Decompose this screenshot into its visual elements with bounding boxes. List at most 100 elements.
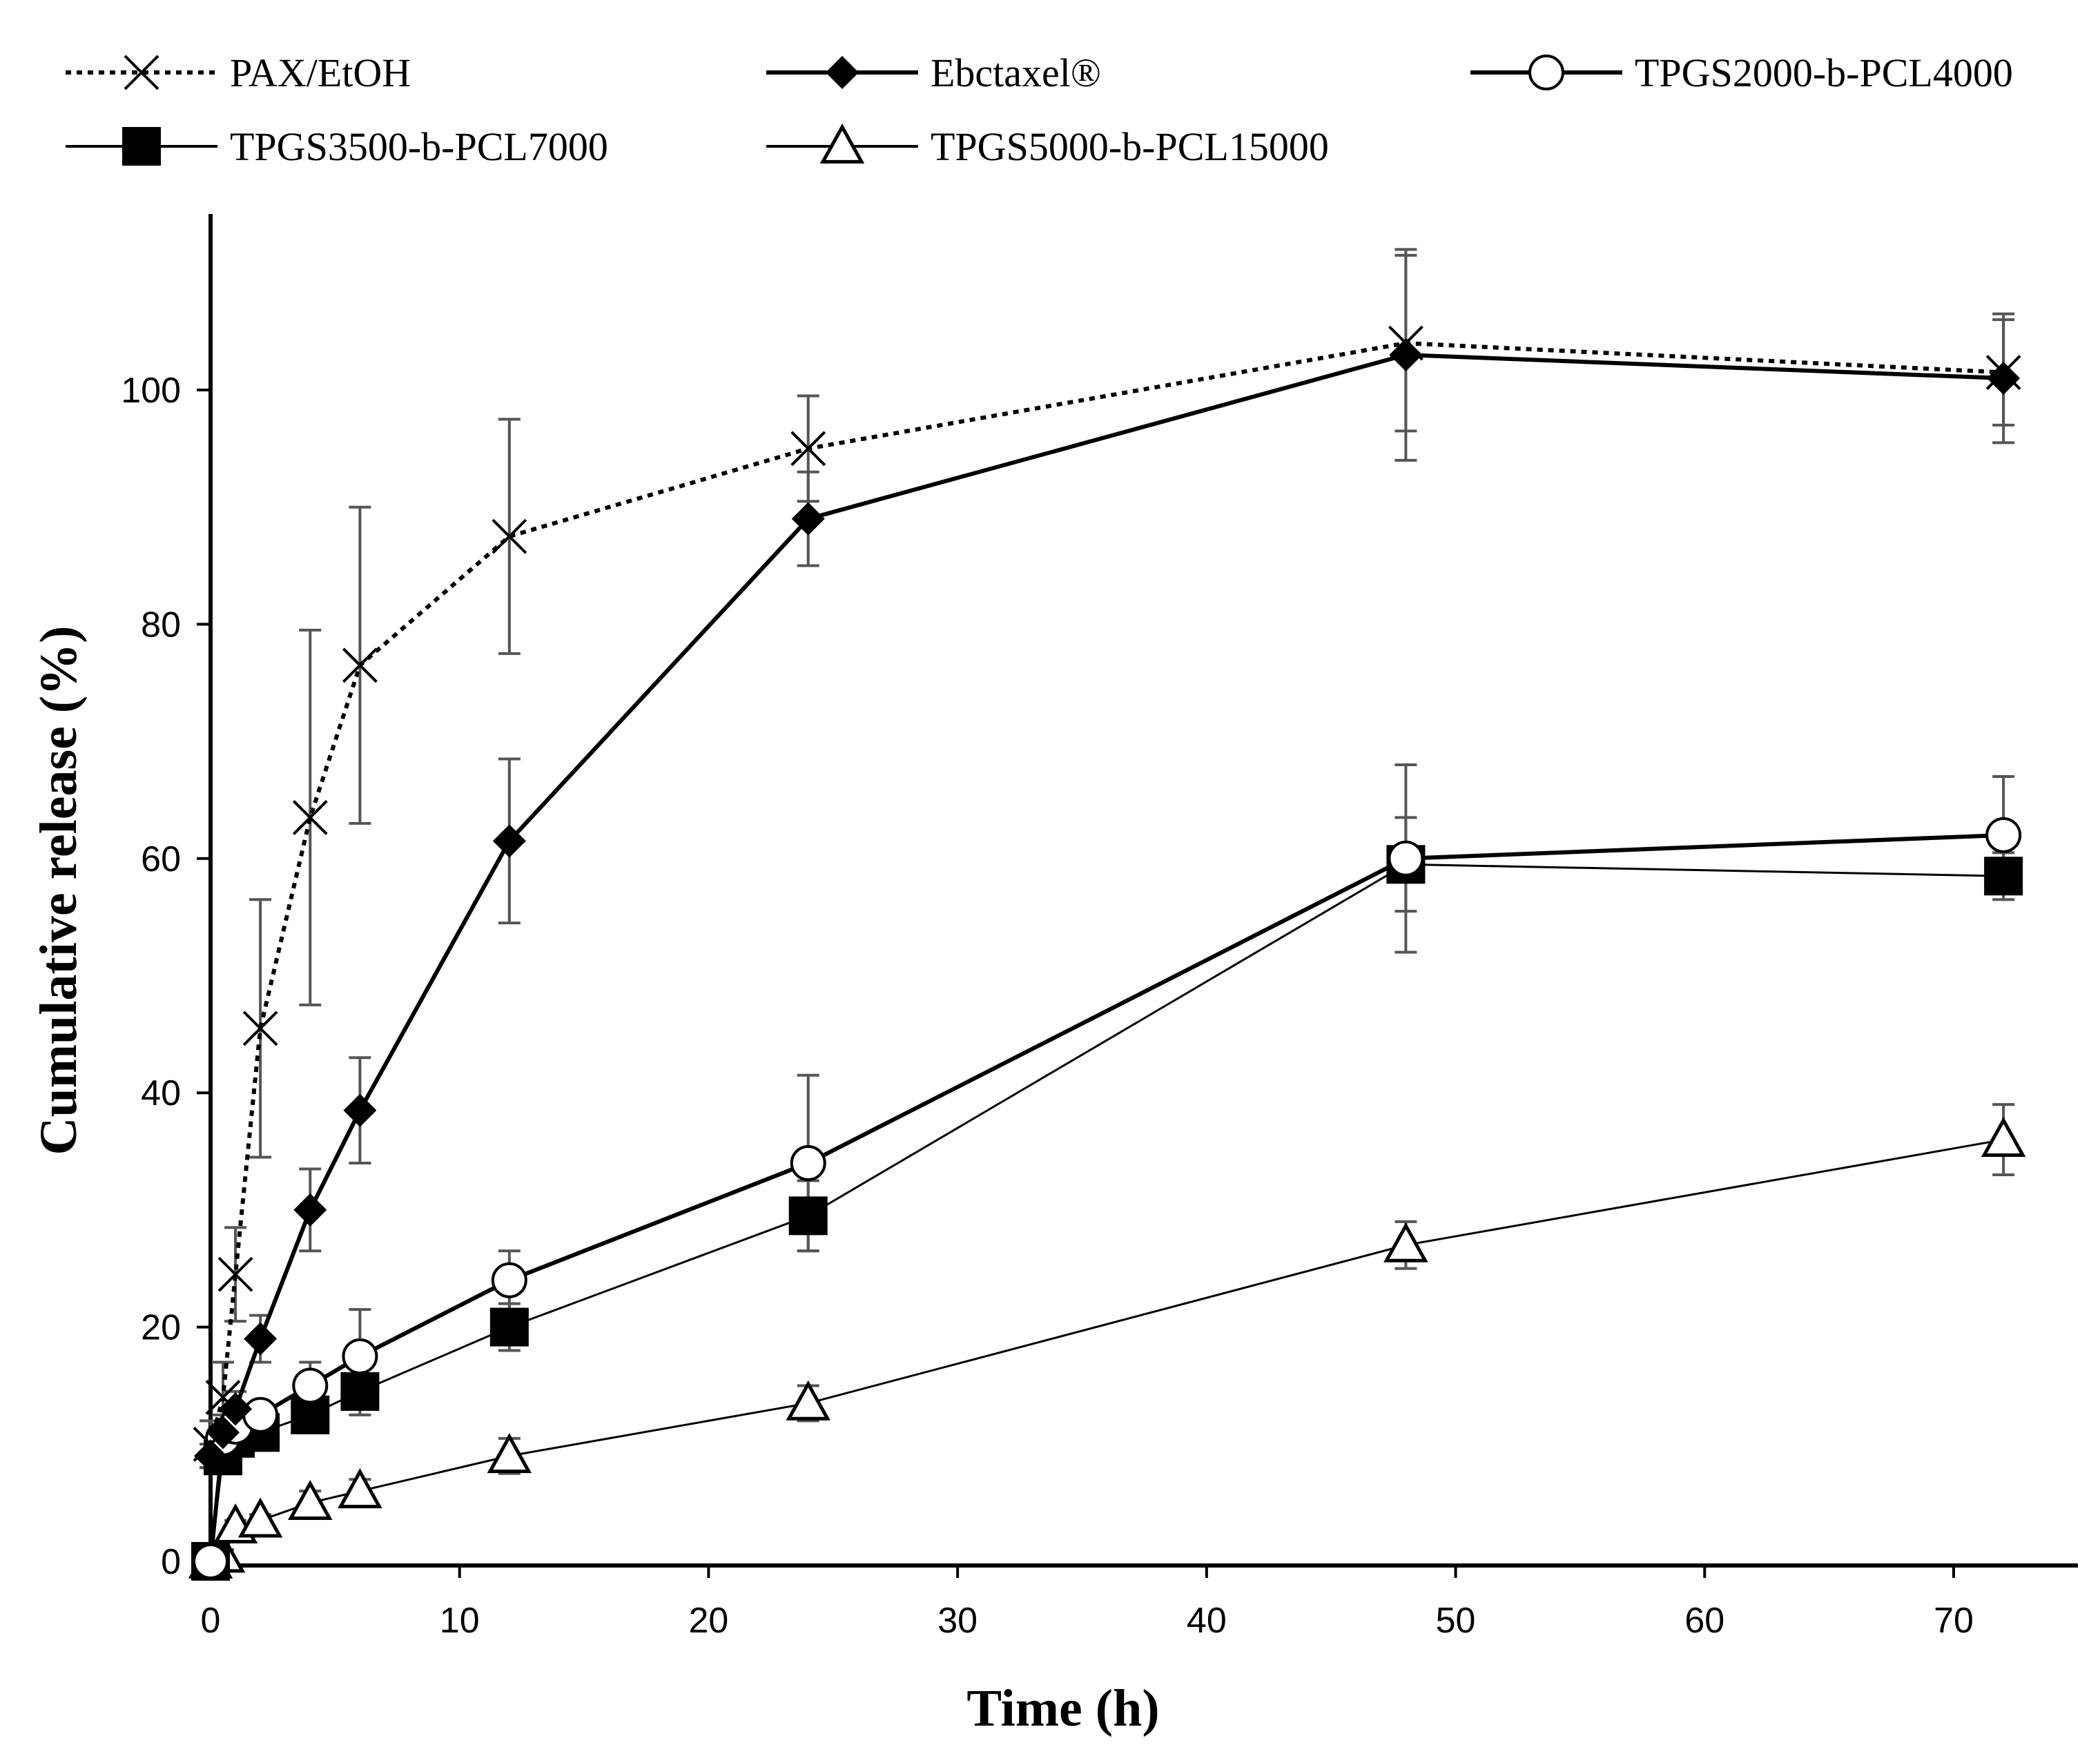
series-0-markers: [193, 325, 2021, 1462]
data-point: [343, 1093, 377, 1127]
triangle-marker: [819, 123, 865, 164]
series-2-markers: [193, 817, 2022, 1579]
circle-marker: [242, 1396, 279, 1433]
data-point: [1984, 857, 2023, 896]
data-point: [242, 1396, 279, 1433]
triangle-marker: [786, 1380, 830, 1421]
series-line-tpgs5000-b-pcl15000: [210, 1138, 2004, 1563]
data-point: [791, 502, 825, 536]
data-point: [492, 824, 526, 858]
circle-marker: [790, 1145, 826, 1182]
y-tick-label: 100: [121, 371, 181, 411]
data-point: [491, 1262, 527, 1298]
x-axis-ticks: 0 10 20 30 40 50 60 70: [201, 1565, 1974, 1641]
y-tick-label: 80: [141, 605, 181, 645]
y-tick-label: 60: [141, 839, 181, 879]
series-4-markers: [188, 1116, 2026, 1579]
data-point: [205, 1380, 241, 1415]
square-marker: [340, 1372, 380, 1411]
circle-marker: [1388, 840, 1424, 877]
legend-item: PAX/EtOH: [66, 50, 411, 95]
series-1-errorbars: [200, 248, 2015, 1470]
series-4-errorbars: [212, 1103, 2015, 1563]
x-marker-stroke: [292, 799, 328, 835]
data-point: [790, 431, 826, 467]
diamond-marker: [293, 1193, 327, 1227]
diamond-marker: [194, 1439, 227, 1473]
x-tick-label: 0: [201, 1601, 221, 1641]
legend: PAX/EtOH Ebctaxel® TPGS2000-b-PCL4000 TPGS3…: [66, 50, 2013, 169]
data-point: [1388, 325, 1423, 361]
x-marker-stroke: [342, 647, 378, 683]
legend-label: TPGS5000-b-PCL15000: [931, 124, 1329, 169]
data-point: [1981, 1116, 2026, 1157]
legend-marker: [826, 56, 859, 89]
circle-marker: [491, 1262, 527, 1298]
x-tick-label: 50: [1436, 1601, 1476, 1641]
circle-marker: [1528, 55, 1564, 90]
data-point: [1985, 355, 2021, 390]
data-point: [487, 1433, 532, 1474]
series-layer: [188, 248, 2026, 1581]
legend-marker: [122, 127, 161, 166]
x-tick-label: 40: [1187, 1601, 1227, 1641]
data-point: [292, 1367, 329, 1404]
series-line-tpgs3500-b-pcl7000: [209, 863, 2004, 1562]
legend-marker: [124, 55, 159, 90]
diamond-marker: [826, 56, 859, 89]
triangle-marker: [288, 1480, 333, 1521]
data-point: [1987, 362, 2021, 396]
circle-marker: [292, 1367, 329, 1404]
data-point: [1388, 840, 1424, 877]
triangle-marker: [237, 1497, 283, 1538]
circle-marker: [1985, 817, 2022, 853]
series-2-errorbars: [212, 763, 2015, 1452]
triangle-marker: [338, 1468, 382, 1509]
y-tick-label: 40: [141, 1073, 181, 1113]
x-tick-label: 60: [1684, 1601, 1724, 1641]
x-marker-stroke: [1388, 325, 1423, 361]
data-point: [244, 1322, 278, 1356]
triangle-marker: [1383, 1222, 1428, 1262]
data-point: [193, 1426, 229, 1462]
series-3-markers: [191, 845, 2023, 1581]
legend-label: TPGS3500-b-PCL7000: [230, 124, 608, 169]
data-point: [237, 1497, 283, 1538]
legend-marker: [819, 123, 865, 164]
circle-marker: [342, 1338, 378, 1375]
x-tick-label: 20: [689, 1601, 729, 1641]
x-tick-label: 10: [440, 1601, 480, 1641]
diamond-marker: [492, 824, 526, 858]
diamond-marker: [1389, 338, 1423, 372]
data-point: [338, 1468, 382, 1509]
data-point: [342, 1338, 378, 1375]
x-marker-stroke: [1985, 355, 2021, 390]
legend-label: PAX/EtOH: [230, 50, 411, 95]
triangle-marker: [1981, 1116, 2026, 1157]
x-marker-stroke: [193, 1426, 229, 1462]
x-marker-stroke: [242, 1011, 278, 1046]
x-marker-stroke: [790, 431, 826, 467]
data-point: [489, 1307, 529, 1347]
data-point: [492, 518, 527, 554]
square-marker: [122, 127, 161, 166]
series-line-tpgs2000-b-pcl4000: [208, 832, 2004, 1562]
y-axis-ticks: 0 20 40 60 80 100: [121, 371, 211, 1582]
data-point: [1389, 338, 1423, 372]
data-point: [242, 1011, 278, 1046]
y-axis-title: Cumulative release (%): [30, 626, 88, 1155]
x-tick-label: 30: [937, 1601, 978, 1641]
data-point: [342, 647, 378, 683]
legend-item: TPGS3500-b-PCL7000: [66, 124, 608, 169]
series-3-errorbars: [212, 816, 2015, 1470]
data-point: [786, 1380, 830, 1421]
legend-label: TPGS2000-b-PCL4000: [1635, 50, 2013, 95]
data-point: [193, 1543, 229, 1579]
x-axis-title: Time (h): [966, 1679, 1159, 1737]
data-point: [292, 799, 328, 835]
data-point: [1985, 817, 2022, 853]
legend-item: TPGS2000-b-PCL4000: [1470, 50, 2013, 95]
legend-label: Ebctaxel®: [931, 50, 1101, 95]
legend-item: TPGS5000-b-PCL15000: [766, 123, 1329, 169]
data-point: [194, 1439, 227, 1473]
